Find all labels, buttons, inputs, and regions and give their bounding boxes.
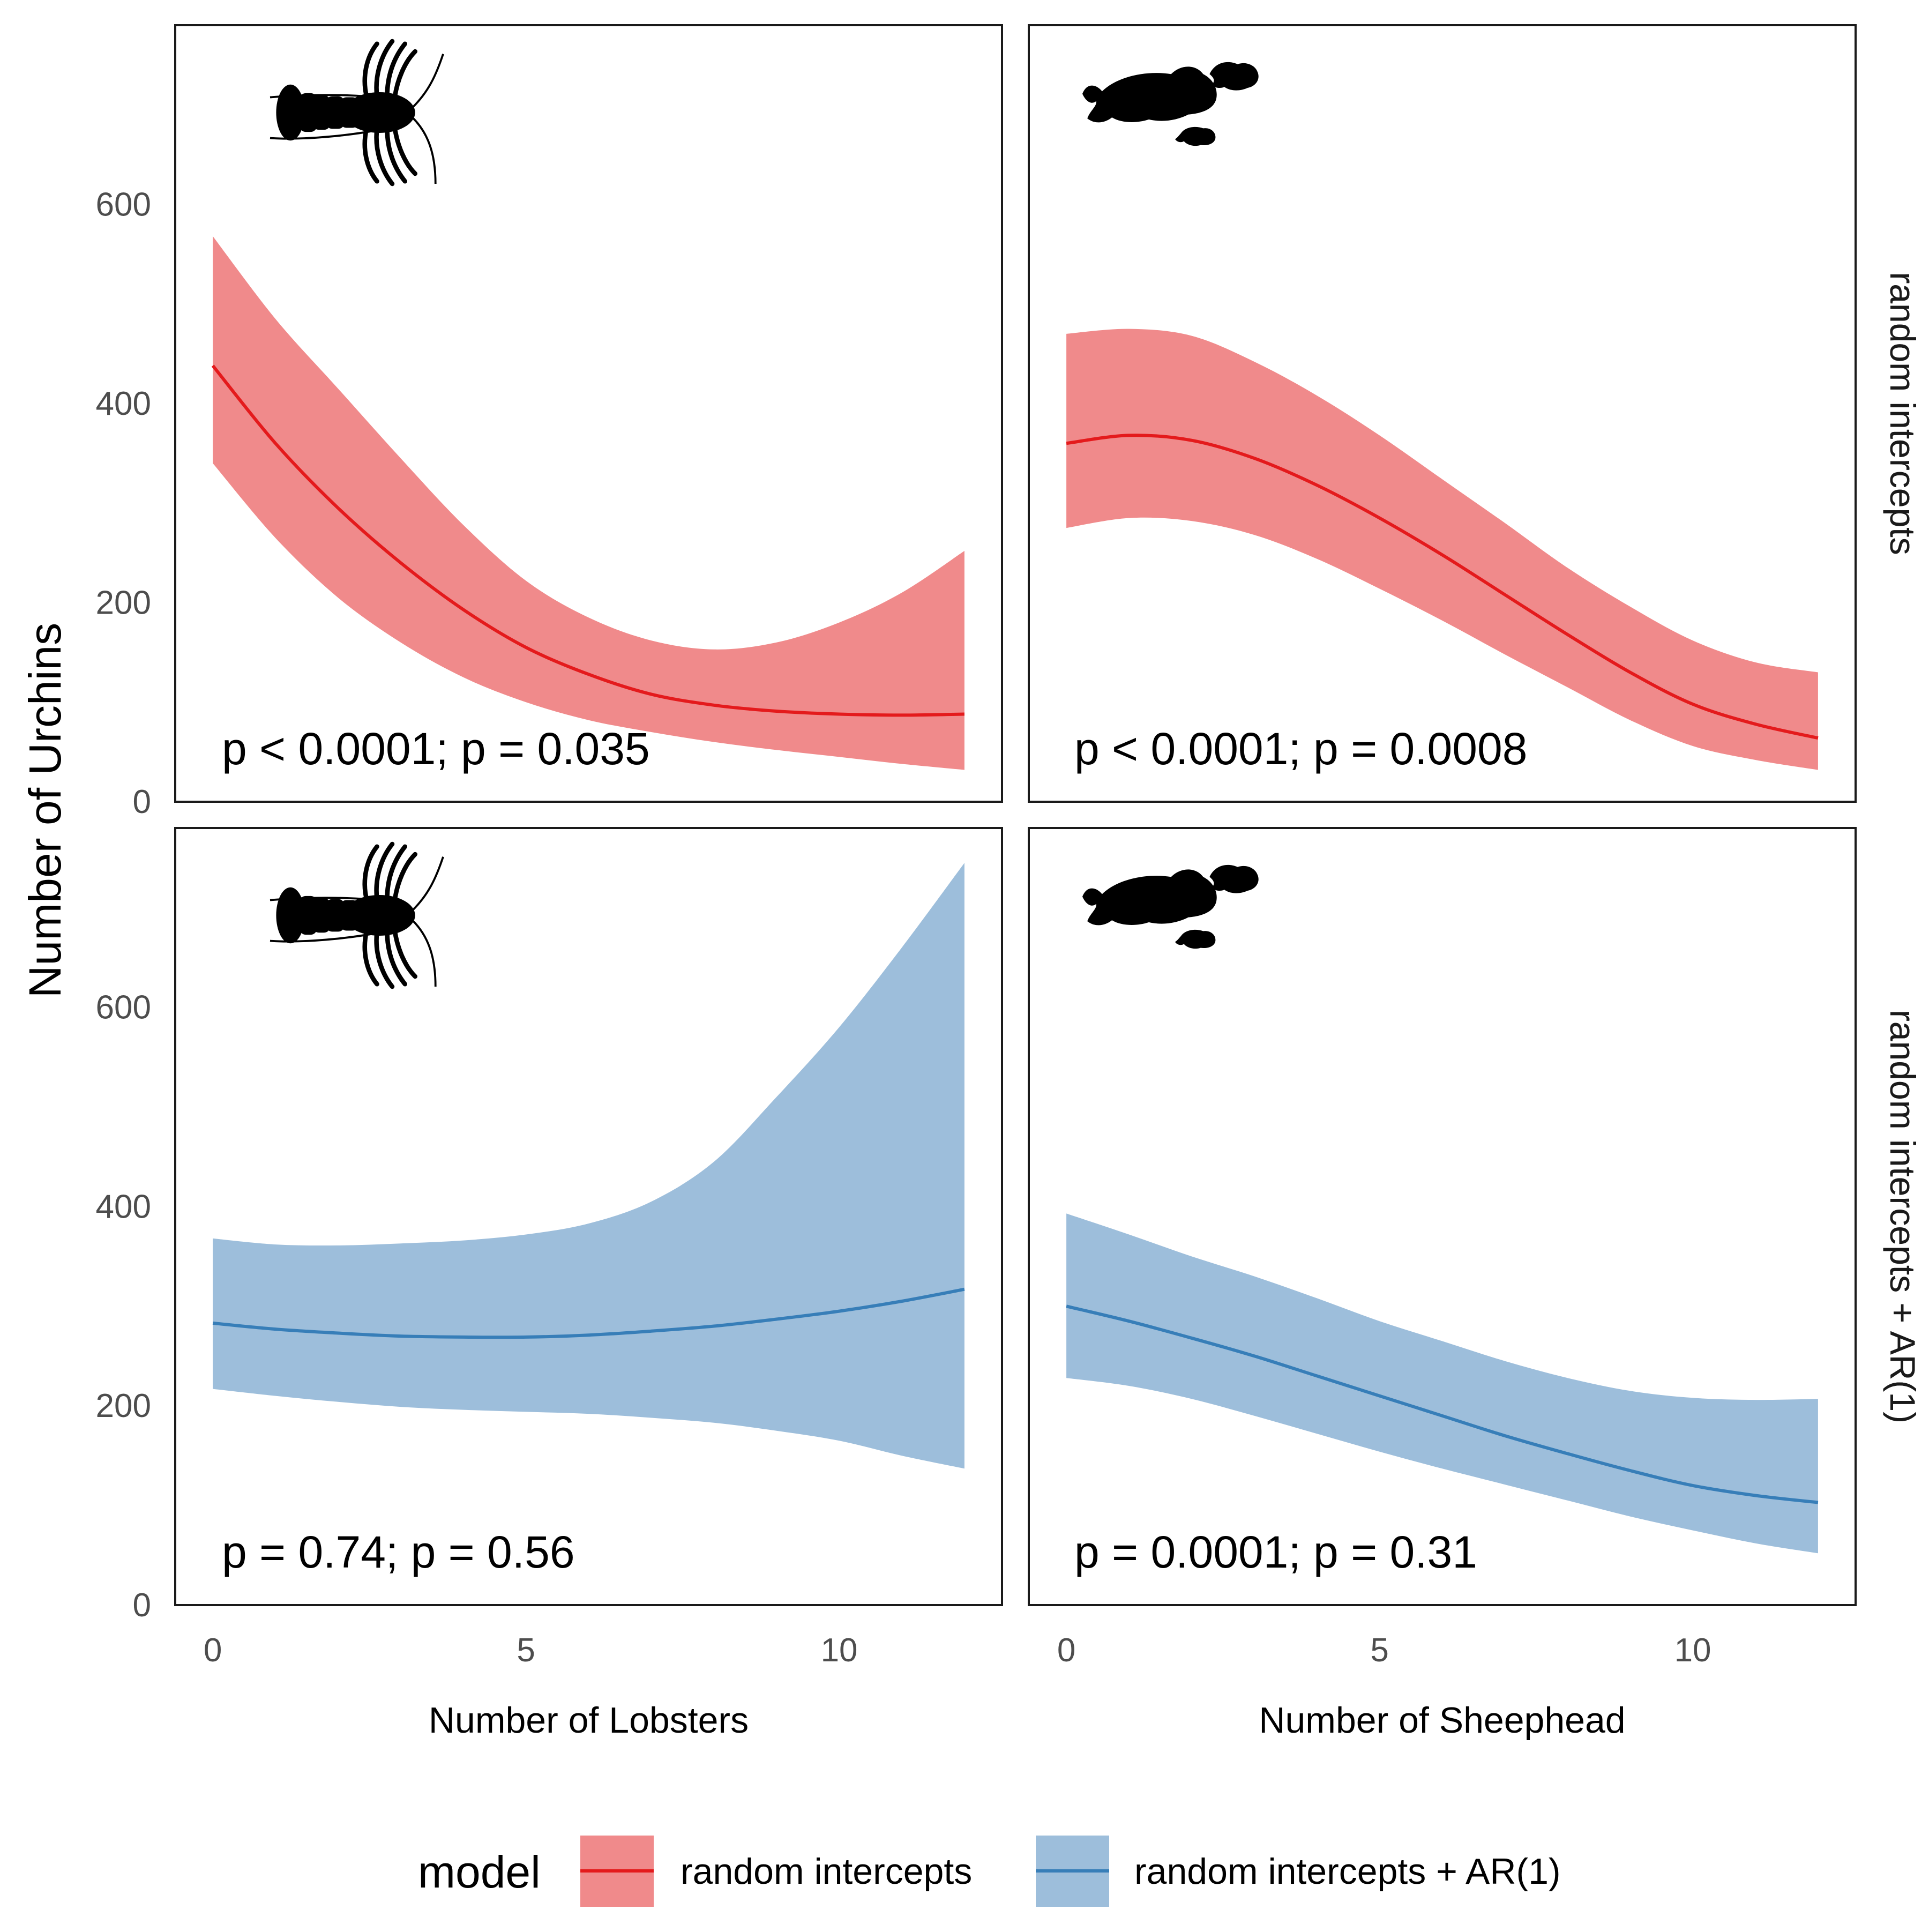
confidence-band-2 <box>213 863 965 1469</box>
x-tick-label: 10 <box>1674 1632 1711 1669</box>
lobster-silhouette-icon <box>270 41 443 184</box>
panel-annotation: p < 0.0001; p = 0.0008 <box>1074 723 1527 774</box>
y-tick-label: 400 <box>96 1188 151 1225</box>
legend: model random intercepts random intercept… <box>418 1836 1561 1907</box>
legend-label-random-intercepts-ar1: random intercepts + AR(1) <box>1134 1851 1561 1892</box>
sheephead-fish-silhouette-icon <box>1082 62 1259 146</box>
strip-label: random intercepts + AR(1) <box>1883 1010 1923 1423</box>
strip-label: random intercepts <box>1883 272 1923 555</box>
y-tick-label: 200 <box>96 1388 151 1424</box>
confidence-band-1 <box>1066 329 1818 770</box>
panel-2 <box>212 863 965 1469</box>
panel-annotation: p < 0.0001; p = 0.035 <box>222 723 650 774</box>
panel-border-2 <box>174 827 1003 1606</box>
strip-label: random intercepts + AR(1) <box>1883 1010 1923 1423</box>
y-tick-label: 0 <box>133 1587 151 1624</box>
y-axis-title: Number of Urchins <box>20 623 70 998</box>
fit-line-1 <box>1066 434 1819 740</box>
panel-annotation: p = 0.74; p = 0.56 <box>222 1527 575 1577</box>
x-tick-label: 5 <box>1370 1632 1388 1669</box>
panel-annotation: p = 0.0001; p = 0.31 <box>1074 1527 1477 1577</box>
panel-border-3 <box>1028 827 1857 1606</box>
y-tick-label: 400 <box>96 385 151 422</box>
fit-line-0 <box>211 364 965 717</box>
x-tick-label: 5 <box>517 1632 535 1669</box>
confidence-band-0 <box>213 236 965 770</box>
legend-label-random-intercepts: random intercepts <box>681 1851 972 1892</box>
sheephead-fish-silhouette-icon <box>1082 864 1259 949</box>
y-tick-label: 600 <box>96 186 151 223</box>
y-tick-label: 600 <box>96 989 151 1026</box>
panel-border-1 <box>1028 24 1857 803</box>
panel-0 <box>211 236 965 770</box>
panels-layer: p < 0.0001; p = 0.035 0 200 400 600 random in… <box>96 24 1923 1741</box>
y-tick-label: 0 <box>133 784 151 820</box>
y-tick-label: 200 <box>96 584 151 621</box>
lobster-silhouette-icon <box>270 844 443 987</box>
fit-line-3 <box>1066 1304 1819 1504</box>
panel-1 <box>1066 329 1819 770</box>
panel-3 <box>1066 1213 1819 1554</box>
legend-title: model <box>418 1847 541 1897</box>
confidence-band-3 <box>1066 1213 1818 1554</box>
x-tick-label: 0 <box>204 1632 222 1669</box>
fit-line-2 <box>212 1287 965 1339</box>
x-axis-title: Number of Lobsters <box>429 1700 749 1741</box>
x-axis-title: Number of Sheephead <box>1259 1700 1625 1741</box>
strip-label: random intercepts <box>1883 272 1923 555</box>
x-tick-label: 0 <box>1057 1632 1075 1669</box>
panel-border-0 <box>174 24 1003 803</box>
x-tick-label: 10 <box>821 1632 858 1669</box>
